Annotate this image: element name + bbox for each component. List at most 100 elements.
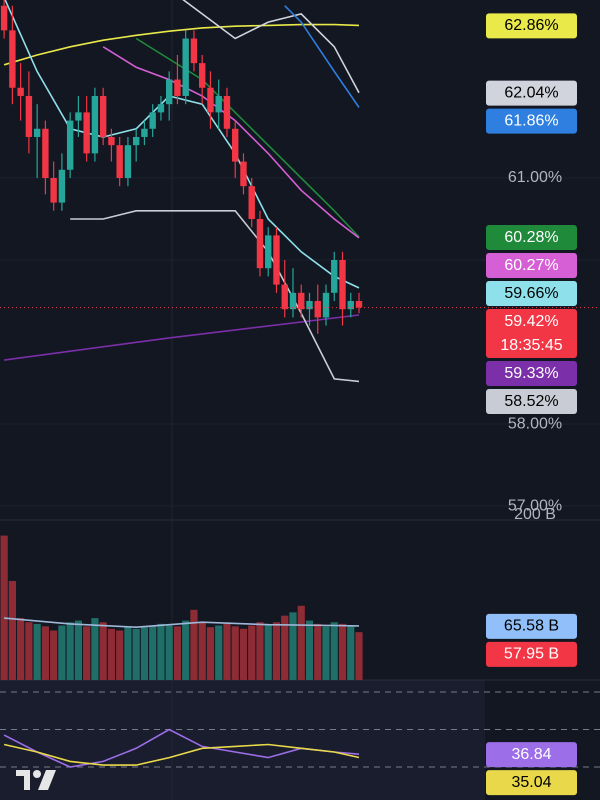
volume-bar	[116, 630, 124, 680]
indicator-line	[284, 5, 360, 108]
y-tick-label: 57.00%	[508, 497, 562, 514]
volume-bar	[8, 580, 16, 680]
candle-body	[124, 145, 132, 178]
volume-bar	[66, 622, 74, 680]
candle-body	[199, 63, 206, 88]
candle-body	[17, 87, 24, 96]
volume-bar	[215, 625, 223, 680]
candle-body	[149, 112, 156, 129]
candle-body	[281, 284, 288, 310]
volume-bar	[330, 622, 338, 680]
volume-bar	[140, 627, 149, 680]
candle-body	[347, 301, 354, 310]
y-tick-label: 200 B	[514, 506, 556, 523]
volume-bar	[190, 609, 198, 680]
badge-label: 18:35:45	[500, 337, 562, 354]
price-badge	[486, 281, 577, 307]
volume-bar	[206, 627, 215, 680]
volume-bar	[74, 620, 83, 680]
volume-bar	[223, 623, 231, 680]
y-tick-label: 58.00%	[508, 415, 562, 432]
candle-body	[116, 145, 123, 178]
candle-body	[75, 112, 82, 121]
volume-bar	[58, 625, 66, 680]
badge-label: 60.28%	[504, 229, 558, 246]
logo	[16, 770, 56, 790]
price-badge	[486, 108, 577, 134]
price-badge	[486, 641, 577, 667]
volume-bar	[264, 623, 272, 680]
volume-bar	[289, 612, 297, 680]
badge-label: 59.42%	[504, 313, 558, 330]
badge-label: 60.27%	[504, 257, 558, 274]
price-badge	[486, 13, 577, 39]
candle-body	[91, 95, 99, 154]
candle-body	[240, 161, 247, 187]
candle-body	[141, 128, 148, 137]
volume-bar	[322, 626, 330, 680]
indicator-line	[3, 314, 360, 361]
indicator-line	[3, 23, 360, 66]
volume-bar	[281, 615, 289, 680]
y-tick-label: 61.00%	[508, 169, 562, 186]
logo-shape	[38, 770, 56, 790]
candle-body	[132, 136, 140, 146]
badge-label: 35.04	[511, 774, 551, 791]
volume-bar	[314, 623, 322, 680]
volume-bar	[338, 623, 347, 680]
candle-body	[215, 95, 222, 113]
volume-bar	[173, 626, 182, 680]
indicator-line	[4, 617, 360, 629]
volume-bar	[182, 620, 190, 680]
volume-bar	[99, 622, 107, 680]
candle-body	[58, 169, 66, 203]
volume-bar	[25, 622, 33, 680]
volume-bar	[33, 623, 41, 680]
candle-body	[265, 235, 272, 269]
candle-body	[256, 218, 264, 269]
volume-bar	[198, 622, 206, 680]
candle-body	[314, 301, 321, 318]
volume-bar	[132, 628, 140, 680]
candle-body	[248, 186, 255, 219]
price-badge	[486, 253, 577, 279]
candle-body	[322, 292, 330, 318]
badge-label: 62.04%	[504, 84, 558, 101]
volume-bar	[355, 632, 363, 680]
candle-body	[25, 95, 33, 137]
candle-body	[331, 260, 338, 293]
volume-bar	[149, 625, 157, 680]
volume-bar	[231, 626, 239, 680]
candle-body	[33, 128, 41, 137]
volume-bar	[272, 622, 281, 680]
indicator-line	[3, 743, 360, 766]
volume-bar	[124, 626, 132, 680]
volume-bar	[17, 618, 25, 680]
candle-body	[190, 38, 198, 64]
badge-label: 57.95 B	[504, 646, 559, 663]
candle-body	[306, 301, 313, 310]
volume-bar	[248, 625, 256, 680]
price-badge	[486, 361, 577, 387]
badge-label: 61.86%	[504, 112, 558, 129]
candle-body	[207, 87, 214, 113]
logo-shape	[16, 770, 30, 790]
price-badge	[486, 225, 577, 251]
candle-body	[174, 79, 181, 96]
candle-body	[66, 120, 74, 170]
candle-body	[42, 128, 49, 178]
volume-bar	[157, 623, 165, 680]
price-badge	[486, 613, 577, 639]
volume-bar	[347, 625, 355, 680]
badge-label: 58.52%	[504, 393, 558, 410]
candle-body	[50, 177, 57, 203]
candle-body	[339, 260, 346, 310]
badge-label: 62.86%	[504, 17, 558, 34]
badge-label: 36.84	[511, 746, 551, 763]
indicator-line	[70, 210, 360, 383]
volume-bar	[165, 625, 173, 680]
candle-body	[182, 38, 189, 96]
candle-body	[157, 104, 165, 113]
